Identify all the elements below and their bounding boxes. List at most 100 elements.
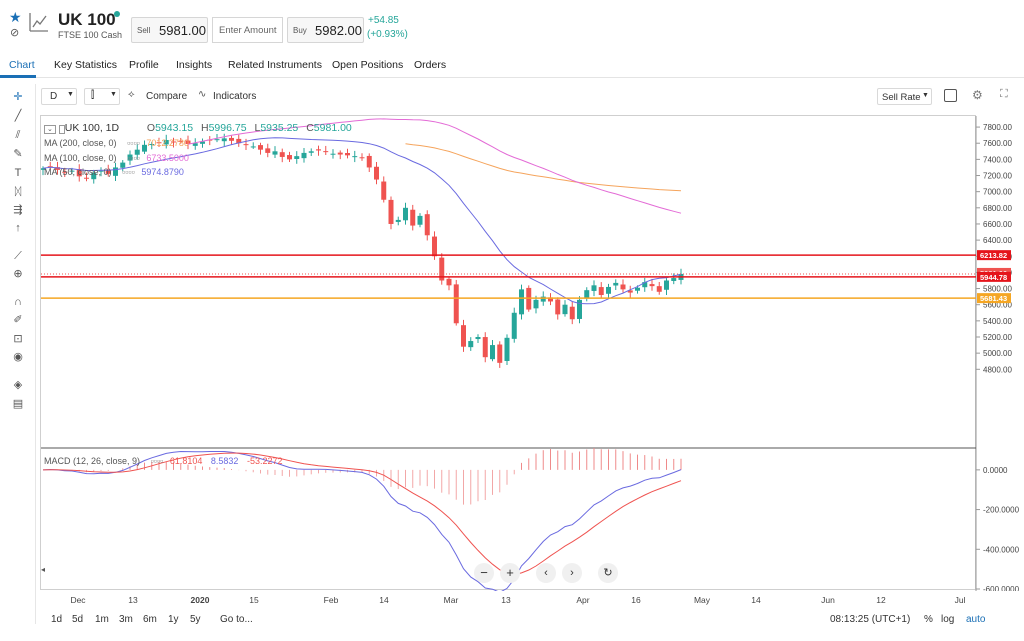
candle-body [504,337,510,361]
compare-icon[interactable]: ⟡ [128,89,135,100]
layers-icon[interactable]: ◈ [13,379,23,391]
lock-icon[interactable]: ⊡ [13,333,23,345]
range-5y[interactable]: 5y [190,614,201,625]
candle-body [417,215,423,225]
macd-signal-line [42,452,682,576]
tab-insights[interactable]: Insights [176,59,213,71]
amount-input[interactable]: Enter Amount [212,17,283,43]
reset-chart-button[interactable]: ↻ [598,563,618,583]
ma200-line [405,143,682,192]
candle-body [446,278,452,286]
interval-select[interactable]: D ▼ [41,88,77,105]
chart-toolbar: D ▼ ⫿ ▼ ⟡ Compare ∿ Indicators Sell Rate… [36,86,1024,108]
clock-time[interactable]: 08:13:25 (UTC+1) [830,614,911,625]
candle-body [461,325,466,347]
log-toggle[interactable]: log [941,614,955,625]
arrow-up-icon[interactable]: ↑ [15,222,21,234]
x-tick-label: Mar [444,595,459,605]
indicators-icon[interactable]: ∿ [198,89,207,100]
candle-body [272,151,278,155]
goto-button[interactable]: Go to... [220,614,253,625]
eye-icon[interactable]: ◉ [13,351,23,363]
compare-button[interactable]: Compare [146,91,188,102]
candle-body [243,144,249,146]
ruler-icon[interactable]: ⟋ [14,250,22,262]
scroll-left-button[interactable]: ‹ [536,563,556,583]
legend-close-label: C [306,122,314,134]
price-change-pct: (+0.93%) [367,29,408,40]
candle-body [540,296,546,302]
prediction-icon[interactable]: ⇶ [13,204,23,216]
star-icon[interactable]: ★ [9,9,22,25]
legend-ma50: MA (50, close, 0) ▫▫▫▫ 5974.8790 [44,167,184,177]
tab-orders[interactable]: Orders [414,59,447,71]
candle-body [330,153,336,155]
auto-toggle[interactable]: auto [966,614,986,625]
x-tick-label: 2020 [191,595,210,605]
brush-icon[interactable]: ✎ [13,148,23,160]
chart-type-select[interactable]: ⫿ ▼ [84,88,120,105]
candle-body [200,141,205,144]
price-chart[interactable]: 7800.00 7600.00 7400.00 7200.00 7000.00 6800.… [41,116,1024,591]
y-tick-label: 6800.00 [983,204,1012,213]
percent-toggle[interactable]: % [924,614,933,625]
tab-key-statistics[interactable]: Key Statistics [54,59,118,71]
range-1m[interactable]: 1m [95,614,109,625]
range-3m[interactable]: 3m [119,614,133,625]
candle-body [76,169,82,177]
legend-low: 5935.25 [260,122,299,134]
fib-icon[interactable]: ⫽ [15,129,21,141]
candle-body [265,148,271,153]
fullscreen-icon[interactable]: ⛶ [1000,88,1008,100]
candle-body [163,139,169,145]
settings-gear-icon[interactable]: ⚙ [972,88,983,102]
candle-body [156,142,162,144]
macd-line [42,450,682,591]
collapse-arrow-icon[interactable]: ◂ [40,565,45,574]
trash-icon[interactable]: ▤ [12,398,24,410]
candle-body [468,341,474,348]
legend-ma100-controls[interactable]: ▫▫▫▫ [127,153,140,163]
legend-ma200-controls[interactable]: ▫▫▫▫ [127,138,140,148]
magnet-icon[interactable]: ∩ [14,296,22,308]
range-1d[interactable]: 1d [51,614,63,625]
tab-bar: Chart Key Statistics Profile Insights Re… [0,52,1024,78]
scroll-right-button[interactable]: › [562,563,582,583]
indicators-button[interactable]: Indicators [213,91,257,102]
legend-macd-controls[interactable]: ▫▫▫▫ [150,456,164,466]
candle-body [236,138,242,144]
tab-open-positions[interactable]: Open Positions [332,59,404,71]
trendline-icon[interactable]: ╱ [14,110,22,122]
zoom-in-icon[interactable]: ⊕ [13,268,23,280]
buy-button[interactable]: Buy 5982.00 [287,17,364,43]
candle-body [664,280,669,290]
tab-chart[interactable]: Chart [9,59,35,71]
lock-drawing-icon[interactable]: ✐ [13,314,23,326]
crosshair-icon[interactable]: ✛ [13,91,23,103]
range-1y[interactable]: 1y [168,614,179,625]
snapshot-checkbox[interactable] [944,89,957,102]
pattern-icon[interactable]: ᛞ [14,186,22,198]
sell-button[interactable]: Sell 5981.00 [131,17,208,43]
range-6m[interactable]: 6m [143,614,157,625]
range-bar: 1d 5d 1m 3m 6m 1y 5y Go to... 08:13:25 (… [40,610,1024,632]
legend-macd-label: MACD (12, 26, close, 9) [44,456,141,466]
legend-ma50-controls[interactable]: ▫▫▫▫ [122,167,135,177]
chart-panel[interactable]: 7800.00 7600.00 7400.00 7200.00 7000.00 6800.… [40,115,1020,591]
alert-bell-icon[interactable]: ⊘ [10,27,20,39]
range-5d[interactable]: 5d [72,614,84,625]
tab-related-instruments[interactable]: Related Instruments [228,59,322,71]
candle-body [577,299,582,319]
candle-body [301,152,307,159]
collapse-legend-icon[interactable]: ⌄ [44,125,56,134]
zoom-in-button[interactable]: + [500,563,520,583]
macd-tick-label: -200.0000 [983,506,1020,515]
price-badge [977,250,1011,261]
text-icon[interactable]: T [14,167,22,179]
zoom-out-button[interactable]: − [474,563,494,583]
candle-body [432,236,437,257]
sell-rate-select[interactable]: Sell Rate ▼ [877,88,932,105]
buy-price: 5982.00 [315,23,362,38]
candle-body [591,285,597,291]
tab-profile[interactable]: Profile [129,59,159,71]
